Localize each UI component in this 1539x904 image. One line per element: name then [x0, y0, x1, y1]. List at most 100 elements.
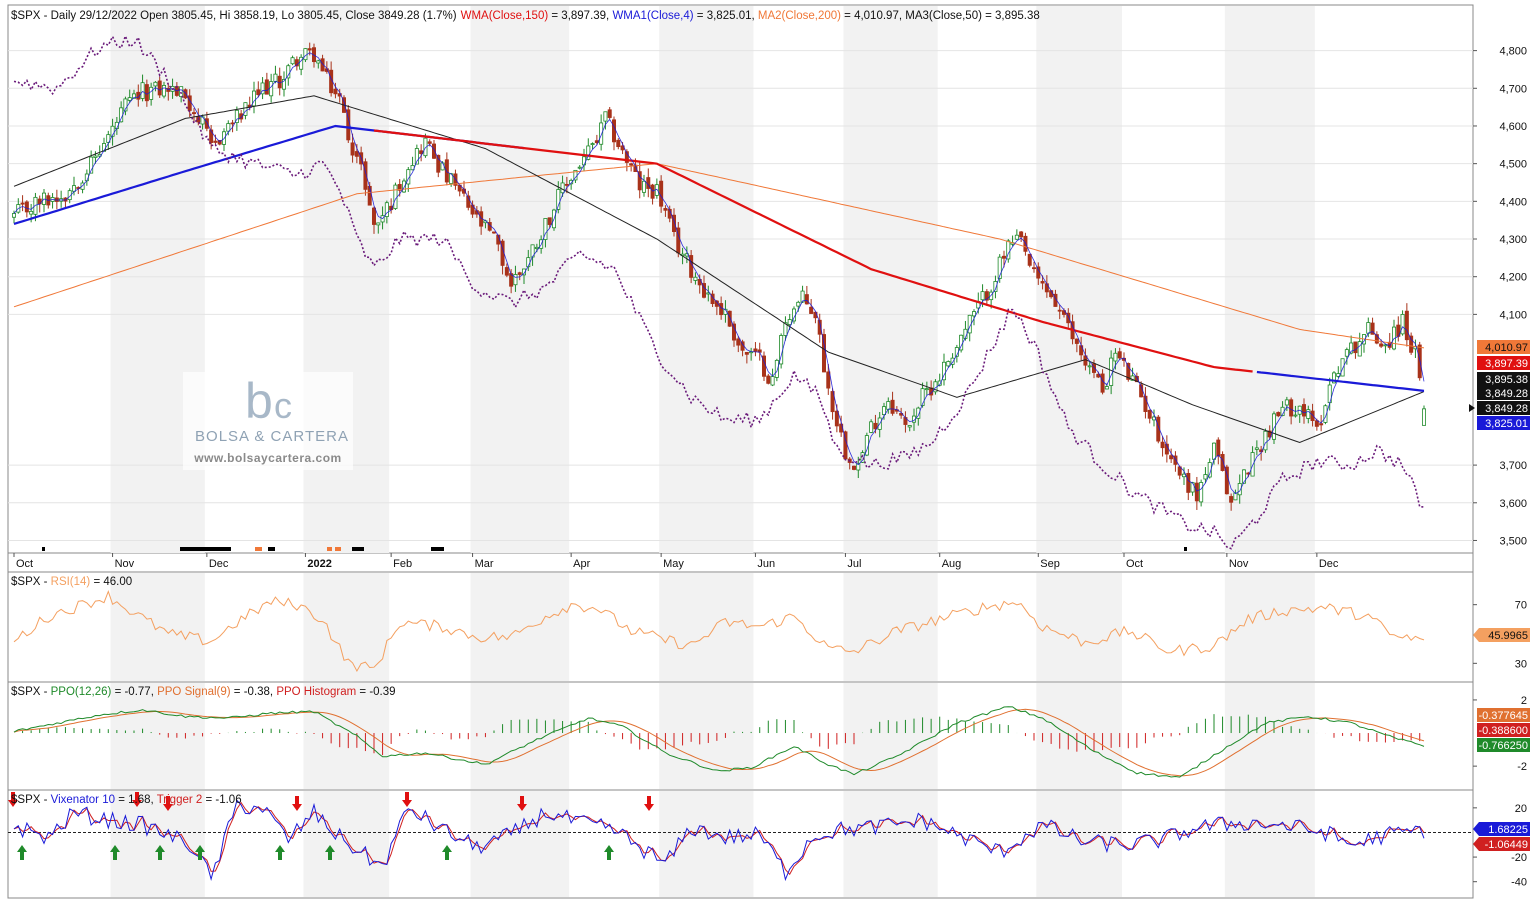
candle-body	[642, 180, 647, 193]
candle	[642, 174, 647, 197]
candle-body	[1194, 482, 1199, 502]
sell-signal-arrow	[163, 796, 173, 811]
candle-body	[809, 306, 814, 314]
candle-body	[1130, 375, 1135, 381]
ppo-badge-label: -0.377645	[1478, 710, 1528, 722]
candle-body	[1306, 409, 1311, 419]
candle-body	[234, 109, 239, 123]
candle-body	[1349, 342, 1354, 354]
candle	[1263, 428, 1268, 453]
candle-body	[1332, 372, 1337, 384]
watermark-brand: BOLSA & CARTERA	[195, 428, 349, 445]
candle	[1220, 451, 1225, 472]
candle	[984, 289, 989, 306]
price-badge: 3,849.28	[1477, 386, 1530, 400]
ppo-header: $SPX - PPO(12,26) = -0.77, PPO Signal(9)…	[11, 686, 396, 698]
month-label: Sep	[1040, 558, 1060, 570]
ppo-prefix: $SPX -	[11, 686, 51, 698]
candle-body	[890, 399, 895, 414]
candle	[1250, 446, 1255, 477]
candle	[856, 456, 861, 479]
candle-body	[1190, 482, 1195, 493]
sell-signal-arrow	[402, 792, 412, 807]
candle	[491, 231, 496, 234]
candle	[950, 353, 955, 369]
month-label: Dec	[209, 558, 229, 570]
candle-body	[1263, 430, 1268, 451]
candle-body	[1383, 344, 1388, 347]
candle	[423, 133, 428, 158]
candle	[1019, 230, 1024, 242]
candle-body	[20, 202, 25, 205]
candle-body	[1340, 358, 1345, 377]
candle-body	[376, 222, 381, 226]
candle-body	[1366, 322, 1371, 334]
candle-body	[689, 255, 694, 278]
price-tick-label: 4,100	[1499, 309, 1527, 321]
month-band	[1224, 6, 1315, 553]
candle-body	[307, 48, 312, 51]
vixenator-line	[13, 799, 1425, 882]
wma150-label: WMA(Close,150)	[461, 10, 549, 22]
candle	[110, 118, 115, 146]
candle-body	[140, 82, 145, 99]
ma200-value: = 4,010.97,	[841, 10, 905, 22]
price-badge-label: 3,849.28	[1485, 388, 1528, 400]
candle-body	[110, 125, 115, 137]
candle	[1074, 338, 1079, 353]
candle	[603, 111, 608, 130]
rsi-header: $SPX - RSI(14) = 46.00	[11, 576, 132, 588]
event-marker	[268, 547, 275, 551]
rsi-prefix: $SPX -	[11, 576, 51, 588]
price-badge-label: 3,897.39	[1485, 358, 1528, 370]
candle-body	[950, 357, 955, 365]
price-badge-label: 4,010.97	[1485, 342, 1528, 354]
ppo-name: PPO(12,26)	[51, 686, 112, 698]
ppo-hist-value: = -0.39	[356, 686, 395, 698]
candle-body	[269, 81, 274, 97]
candle-body	[612, 119, 617, 143]
month-band	[470, 573, 570, 681]
candle-body	[513, 274, 518, 286]
candle	[1194, 476, 1199, 510]
price-badge: 3,897.39	[1477, 356, 1530, 370]
candle	[882, 402, 887, 420]
month-band	[1036, 791, 1122, 897]
candle-body	[1182, 473, 1187, 478]
trigger-value: = -1.06	[202, 794, 241, 806]
vix-name: Vixenator 10	[51, 794, 115, 806]
event-marker	[431, 547, 444, 551]
buy-signal-arrow	[325, 845, 335, 860]
candle-body	[440, 162, 445, 171]
price-header: $SPX - Daily 29/12/2022 Open 3805.45, Hi…	[11, 10, 1040, 22]
candle-body	[1032, 267, 1037, 270]
candle-body	[217, 140, 222, 145]
candle-body	[946, 361, 951, 367]
candle	[1353, 341, 1358, 359]
candle-body	[281, 79, 286, 90]
candle-body	[972, 311, 977, 317]
candle-body	[1370, 322, 1375, 335]
month-band	[470, 683, 570, 789]
candle	[942, 353, 947, 386]
candle	[1173, 451, 1178, 472]
candle	[307, 42, 312, 56]
last-price-pointer	[1469, 404, 1475, 412]
ppo-badge: -0.388600	[1477, 723, 1530, 737]
candle	[826, 363, 831, 395]
month-band	[1224, 683, 1315, 789]
watermark-logo: b	[245, 373, 273, 429]
sell-signal-arrow	[644, 796, 654, 811]
candle	[1233, 489, 1238, 501]
ma50-label: MA3(Close,50) = 3,895.38	[905, 10, 1040, 22]
candle	[727, 310, 732, 327]
candle-body	[277, 75, 282, 89]
candle-body	[299, 56, 304, 70]
candle-body	[1319, 423, 1324, 426]
ppo-badge: -0.377645	[1477, 708, 1530, 722]
month-band	[303, 573, 390, 681]
price-tick-label: 4,600	[1499, 121, 1527, 133]
candle	[663, 205, 668, 217]
wma4-label: WMA1(Close,4)	[612, 10, 693, 22]
candle	[256, 81, 261, 98]
